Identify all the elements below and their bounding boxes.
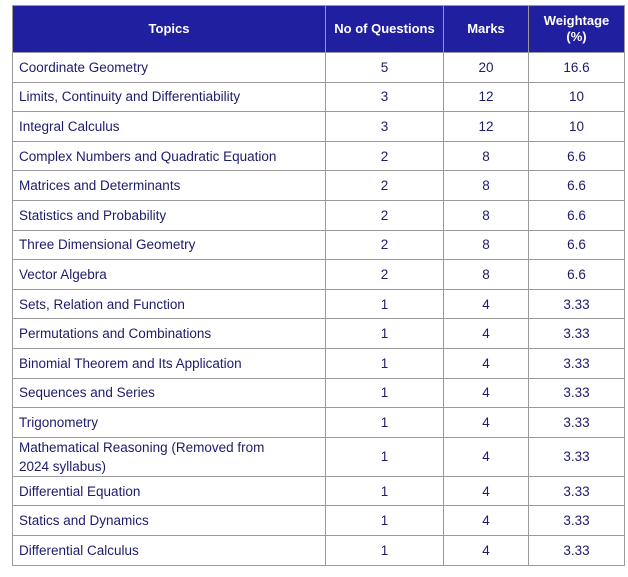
- number-cell: 4: [443, 377, 529, 409]
- table-row: Mathematical Reasoning (Removed from 202…: [12, 436, 625, 477]
- number-cell: 10: [528, 81, 625, 113]
- topic-cell: Permutations and Combinations: [12, 318, 326, 349]
- table-row: Matrices and Determinants 2 8 6.6: [12, 170, 625, 201]
- number-cell: 1: [325, 505, 444, 536]
- number-cell: 4: [443, 318, 529, 349]
- number-cell: 4: [443, 505, 529, 536]
- number-cell: 8: [443, 259, 529, 290]
- table-row: Differential Calculus 1 4 3.33: [12, 534, 625, 566]
- table-row: Complex Numbers and Quadratic Equation 2 8…: [12, 140, 625, 172]
- table-row: Three Dimensional Geometry 2 8 6.6: [12, 229, 625, 261]
- number-cell: 3.33: [528, 288, 625, 320]
- number-cell: 2: [325, 170, 444, 201]
- topic-cell: Statics and Dynamics: [12, 505, 326, 536]
- column-header: Weightage (%): [528, 5, 625, 53]
- number-cell: 4: [443, 534, 529, 566]
- number-cell: 10: [528, 111, 625, 142]
- number-cell: 3.33: [528, 407, 625, 438]
- number-cell: 4: [443, 436, 529, 477]
- number-cell: 1: [325, 288, 444, 320]
- topic-cell: Statistics and Probability: [12, 199, 326, 231]
- number-cell: 12: [443, 81, 529, 113]
- number-cell: 5: [325, 52, 444, 83]
- table-row: Coordinate Geometry 5 20 16.6: [12, 52, 625, 83]
- number-cell: 8: [443, 170, 529, 201]
- number-cell: 3.33: [528, 534, 625, 566]
- number-cell: 3.33: [528, 377, 625, 409]
- topic-cell: Integral Calculus: [12, 111, 326, 142]
- topic-cell: Coordinate Geometry: [12, 52, 326, 83]
- topic-cell: Binomial Theorem and Its Application: [12, 347, 326, 379]
- number-cell: 1: [325, 436, 444, 477]
- number-cell: 8: [443, 229, 529, 261]
- number-cell: 1: [325, 534, 444, 566]
- number-cell: 3.33: [528, 318, 625, 349]
- number-cell: 1: [325, 347, 444, 379]
- number-cell: 4: [443, 407, 529, 438]
- number-cell: 20: [443, 52, 529, 83]
- column-header: Marks: [443, 5, 529, 53]
- number-cell: 2: [325, 229, 444, 261]
- column-header: No of Questions: [325, 5, 444, 53]
- table-row: Vector Algebra 2 8 6.6: [12, 259, 625, 290]
- number-cell: 3.33: [528, 475, 625, 507]
- number-cell: 4: [443, 288, 529, 320]
- weightage-table: Topics No of Questions Marks Weightage (%) …: [12, 5, 625, 566]
- number-cell: 6.6: [528, 140, 625, 172]
- number-cell: 8: [443, 199, 529, 231]
- table-row: Trigonometry 1 4 3.33: [12, 407, 625, 438]
- table-row: Permutations and Combinations 1 4 3.33: [12, 318, 625, 349]
- number-cell: 12: [443, 111, 529, 142]
- number-cell: 2: [325, 199, 444, 231]
- topic-cell: Trigonometry: [12, 407, 326, 438]
- topic-cell: Sequences and Series: [12, 377, 326, 409]
- number-cell: 4: [443, 475, 529, 507]
- number-cell: 4: [443, 347, 529, 379]
- table-row: Limits, Continuity and Differentiability…: [12, 81, 625, 113]
- column-header: Topics: [12, 5, 326, 53]
- number-cell: 6.6: [528, 199, 625, 231]
- topic-cell: Limits, Continuity and Differentiability: [12, 81, 326, 113]
- number-cell: 3.33: [528, 347, 625, 379]
- number-cell: 2: [325, 140, 444, 172]
- number-cell: 8: [443, 140, 529, 172]
- number-cell: 3.33: [528, 505, 625, 536]
- number-cell: 3.33: [528, 436, 625, 477]
- number-cell: 2: [325, 259, 444, 290]
- table-row: Sets, Relation and Function 1 4 3.33: [12, 288, 625, 320]
- table-row: Differential Equation 1 4 3.33: [12, 475, 625, 507]
- number-cell: 6.6: [528, 229, 625, 261]
- topic-cell: Mathematical Reasoning (Removed from 202…: [12, 436, 326, 477]
- table-row: Statics and Dynamics 1 4 3.33: [12, 505, 625, 536]
- topic-cell: Vector Algebra: [12, 259, 326, 290]
- number-cell: 3: [325, 111, 444, 142]
- number-cell: 16.6: [528, 52, 625, 83]
- topic-cell: Differential Calculus: [12, 534, 326, 566]
- table-row: Statistics and Probability 2 8 6.6: [12, 199, 625, 231]
- table-row: Sequences and Series 1 4 3.33: [12, 377, 625, 409]
- topic-cell: Three Dimensional Geometry: [12, 229, 326, 261]
- number-cell: 3: [325, 81, 444, 113]
- topic-cell: Sets, Relation and Function: [12, 288, 326, 320]
- number-cell: 1: [325, 475, 444, 507]
- topic-cell: Matrices and Determinants: [12, 170, 326, 201]
- topic-cell: Differential Equation: [12, 475, 326, 507]
- number-cell: 1: [325, 318, 444, 349]
- topic-cell: Complex Numbers and Quadratic Equation: [12, 140, 326, 172]
- number-cell: 1: [325, 377, 444, 409]
- number-cell: 1: [325, 407, 444, 438]
- number-cell: 6.6: [528, 259, 625, 290]
- number-cell: 6.6: [528, 170, 625, 201]
- header-row: Topics No of Questions Marks Weightage (%): [12, 5, 625, 53]
- table-row: Integral Calculus 3 12 10: [12, 111, 625, 142]
- table-row: Binomial Theorem and Its Application 1 4 3.…: [12, 347, 625, 379]
